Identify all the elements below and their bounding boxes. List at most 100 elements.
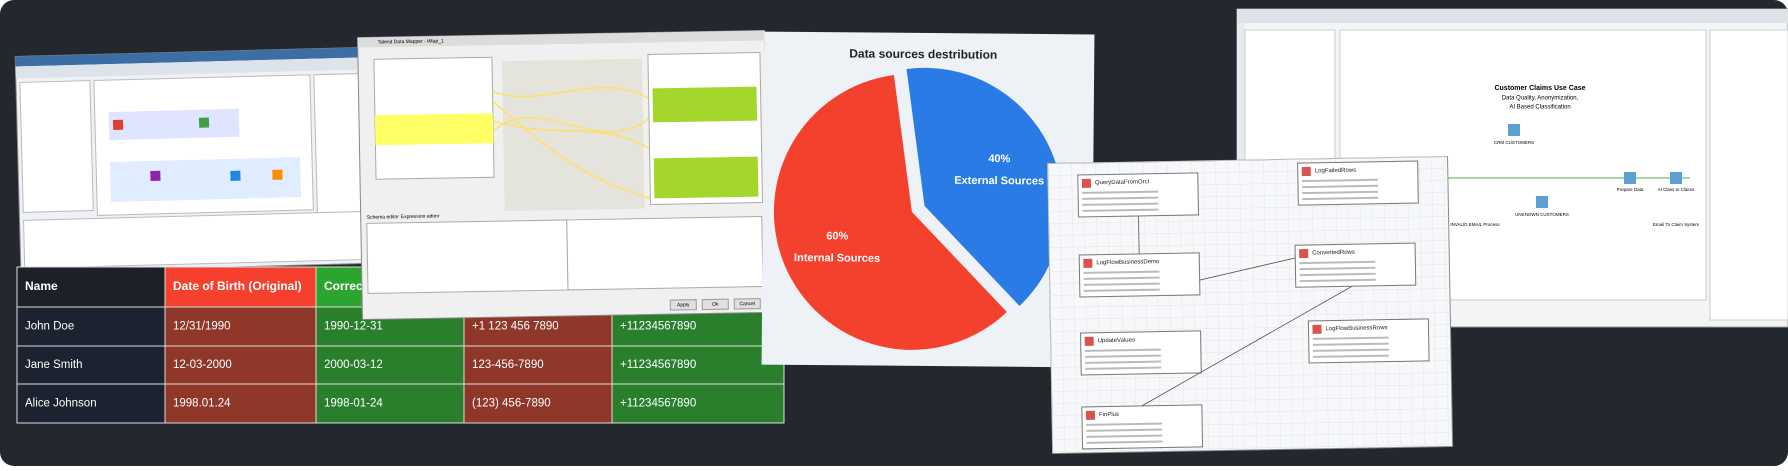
cell	[164, 345, 317, 385]
grid-line	[1048, 216, 1449, 224]
cell-text: +1 123 456 7890	[472, 321, 559, 333]
flow-node	[1294, 242, 1417, 288]
node-row	[1082, 190, 1159, 194]
grid-line	[1383, 157, 1389, 448]
header-text: Correct	[324, 279, 367, 293]
window-title: Talend Data Mapper - tMap_1	[378, 38, 444, 45]
node-row	[1086, 428, 1163, 432]
node-label: CRM CUSTOMERS	[1494, 140, 1534, 145]
grid-line	[1335, 158, 1341, 449]
node-label: INVALID EMAIL Process	[1450, 222, 1500, 227]
grid-line	[1052, 444, 1453, 452]
slice-label: Internal Sources	[794, 252, 880, 265]
grid-line	[1275, 159, 1281, 450]
node-label: Email To Claim System	[1653, 222, 1699, 227]
grid-line	[1051, 384, 1452, 392]
node-label: AI Class to Claims	[1658, 187, 1696, 192]
grid-line	[1323, 158, 1329, 449]
flow-node	[1080, 330, 1202, 376]
grid-line	[1419, 157, 1425, 447]
node-row	[1083, 276, 1160, 280]
node-row	[1085, 360, 1162, 364]
cell-text: Jane Smith	[25, 359, 83, 371]
button[interactable]: Apply	[677, 302, 690, 308]
grid-line	[1395, 157, 1401, 448]
button[interactable]: Cancel	[739, 301, 755, 307]
cell	[164, 383, 317, 424]
node-label: LogFlowBusinessRows	[1325, 325, 1387, 332]
flow-node	[1078, 252, 1201, 298]
node-row	[1082, 208, 1159, 212]
pie-title: Data sources destribution	[849, 46, 997, 61]
cell	[16, 306, 166, 347]
node-row	[1083, 288, 1160, 292]
cell-text: 12/31/1990	[173, 321, 231, 333]
node-label: LogFailedRows	[1315, 168, 1356, 175]
slice-value: 60%	[826, 230, 848, 242]
node-icon	[1081, 178, 1092, 188]
slice-value: 40%	[988, 153, 1010, 165]
node-label: Prepare Data	[1617, 187, 1644, 192]
button[interactable]: Ok	[712, 302, 719, 308]
cell-text: 1990-12-31	[324, 321, 383, 333]
map-screenshot: Talend Data Mapper - tMap_1 Schema edito…	[357, 29, 770, 321]
grid-line	[1287, 159, 1293, 450]
grid-line	[1359, 158, 1365, 449]
cell	[315, 345, 465, 385]
cell	[164, 306, 317, 347]
node-icon	[1083, 258, 1093, 268]
grid-line	[1347, 158, 1353, 449]
claims-subtitle: AI Based Classification	[1509, 105, 1570, 111]
flow-node	[1297, 160, 1419, 206]
node-icon	[1301, 166, 1311, 177]
node-icon	[1085, 410, 1096, 420]
grid-line	[1407, 157, 1413, 448]
cell-text: 123-456-7890	[472, 359, 544, 371]
grid-line	[1431, 156, 1437, 447]
header-text: Date of Birth (Original)	[173, 279, 302, 293]
cell-text: John Doe	[25, 321, 74, 333]
flow-screenshot: QueryDataFromOrcl LogFailedRows LogFlowBus…	[1047, 156, 1454, 454]
grid-line	[1049, 240, 1449, 248]
node-row	[1083, 270, 1160, 274]
node-row	[1302, 190, 1379, 195]
grid-line	[1239, 160, 1245, 451]
node-row	[1084, 354, 1161, 358]
studio-screenshot	[14, 46, 377, 273]
node-row	[1299, 272, 1376, 277]
node-row	[1312, 342, 1389, 346]
grid-line	[1050, 312, 1451, 320]
flow-node	[1307, 318, 1430, 364]
header-cell	[164, 266, 317, 308]
pie: 40% External Sources 60% Internal Sources	[773, 67, 1063, 350]
node-row	[1083, 282, 1160, 286]
header-cell	[16, 266, 166, 308]
grid-line	[1311, 158, 1317, 449]
grid-line	[1299, 159, 1305, 450]
grid-line	[1263, 159, 1269, 450]
cell-text: 12-03-2000	[173, 359, 232, 371]
cell-text: 1998.01.24	[173, 398, 231, 410]
grid-line	[1251, 159, 1257, 450]
cell	[611, 383, 785, 424]
cell	[463, 383, 613, 424]
grid-line	[1050, 300, 1451, 308]
node-label: LogFlowBusinessDemo	[1096, 259, 1160, 266]
node-row	[1301, 178, 1378, 183]
cell-text: Alice Johnson	[25, 398, 97, 410]
node-row	[1085, 366, 1162, 370]
node-icon	[1299, 248, 1309, 259]
cell-text: 1998-01-24	[324, 398, 383, 410]
node-row	[1299, 260, 1376, 265]
grid-line	[1051, 396, 1452, 404]
cell	[315, 383, 465, 424]
node-row	[1299, 266, 1376, 271]
grid-line	[1059, 163, 1065, 454]
flow-node	[1077, 172, 1200, 218]
grid-line	[1051, 372, 1452, 380]
grid-line	[1443, 156, 1449, 447]
node-row	[1302, 184, 1379, 189]
node-icon	[1084, 336, 1094, 346]
node-row	[1302, 196, 1379, 201]
